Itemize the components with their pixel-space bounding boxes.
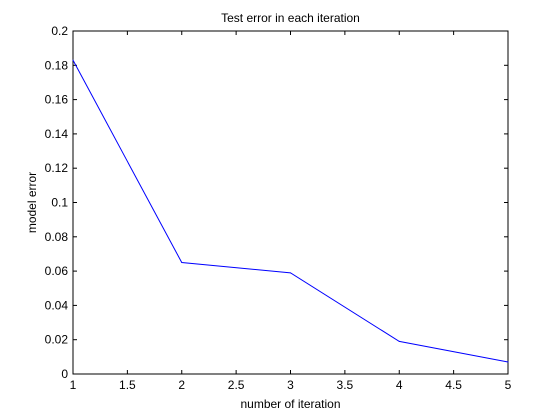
y-tick-label: 0.16 [45, 93, 69, 107]
data-point [507, 361, 509, 363]
y-tick-label: 0.18 [45, 58, 69, 72]
y-tick-label: 0.08 [45, 230, 69, 244]
plot-area [72, 30, 509, 375]
x-tick-label: 2 [178, 378, 185, 392]
ticks: 1 1.5 2 2.5 3 3.5 4 4.5 5 0 0.02 0.04 0.06 0.08 0.1 0.1… [45, 24, 512, 392]
series [72, 59, 509, 363]
data-point [398, 340, 400, 342]
y-tick-label: 0.14 [45, 127, 69, 141]
y-tick-label: 0.12 [45, 161, 69, 175]
x-tick-label: 5 [505, 378, 512, 392]
x-tick-label: 1 [70, 378, 77, 392]
y-tick-label: 0.06 [45, 264, 69, 278]
x-tick-label: 3 [287, 378, 294, 392]
y-tick-label: 0.2 [51, 24, 68, 38]
x-tick-label: 2.5 [228, 378, 245, 392]
chart-title: Test error in each iteration [221, 11, 360, 25]
x-axis-label: number of iteration [240, 397, 340, 411]
data-point [290, 272, 291, 274]
y-tick-label: 0 [61, 367, 68, 381]
x-tick-label: 3.5 [337, 378, 354, 392]
y-tick-label: 0.04 [45, 298, 69, 312]
x-tick-label: 1.5 [119, 378, 136, 392]
x-tick-label: 4 [396, 378, 403, 392]
data-point [181, 262, 183, 264]
y-tick-label: 0.02 [45, 333, 69, 347]
data-point [72, 59, 74, 61]
y-tick-label: 0.1 [51, 196, 68, 210]
x-tick-label: 4.5 [445, 378, 462, 392]
y-axis-label: model error [25, 172, 39, 233]
